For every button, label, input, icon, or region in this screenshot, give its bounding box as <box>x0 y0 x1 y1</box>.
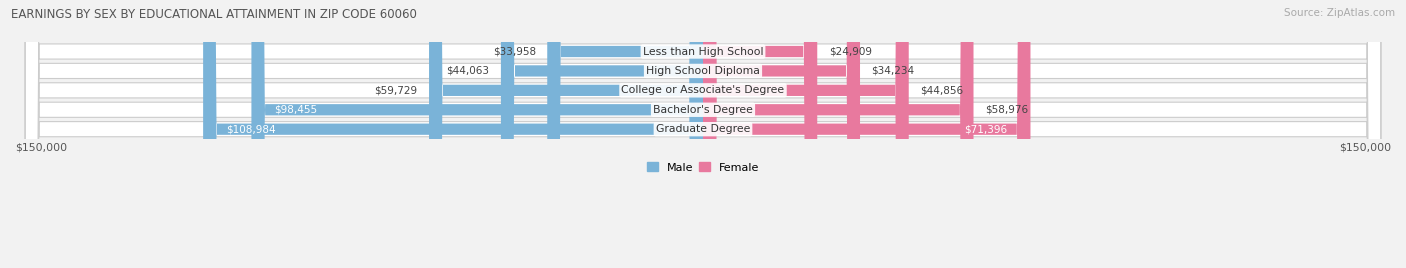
Text: Source: ZipAtlas.com: Source: ZipAtlas.com <box>1284 8 1395 18</box>
Text: $34,234: $34,234 <box>872 66 915 76</box>
Text: $24,909: $24,909 <box>828 47 872 57</box>
Text: High School Diploma: High School Diploma <box>647 66 759 76</box>
FancyBboxPatch shape <box>25 0 1381 268</box>
Text: $58,976: $58,976 <box>986 105 1028 115</box>
Text: $108,984: $108,984 <box>226 124 276 134</box>
FancyBboxPatch shape <box>252 0 703 268</box>
FancyBboxPatch shape <box>703 0 817 268</box>
FancyBboxPatch shape <box>547 0 703 268</box>
Text: EARNINGS BY SEX BY EDUCATIONAL ATTAINMENT IN ZIP CODE 60060: EARNINGS BY SEX BY EDUCATIONAL ATTAINMEN… <box>11 8 418 21</box>
FancyBboxPatch shape <box>501 0 703 268</box>
FancyBboxPatch shape <box>25 0 1381 268</box>
Text: $44,063: $44,063 <box>447 66 489 76</box>
FancyBboxPatch shape <box>703 0 973 268</box>
FancyBboxPatch shape <box>703 0 1031 268</box>
Text: $71,396: $71,396 <box>965 124 1008 134</box>
Text: $59,729: $59,729 <box>374 85 418 95</box>
Text: Less than High School: Less than High School <box>643 47 763 57</box>
Text: $150,000: $150,000 <box>15 142 67 152</box>
FancyBboxPatch shape <box>703 0 860 268</box>
Text: $33,958: $33,958 <box>492 47 536 57</box>
FancyBboxPatch shape <box>25 0 1381 268</box>
FancyBboxPatch shape <box>429 0 703 268</box>
Text: Graduate Degree: Graduate Degree <box>655 124 751 134</box>
FancyBboxPatch shape <box>25 0 1381 268</box>
Text: College or Associate's Degree: College or Associate's Degree <box>621 85 785 95</box>
Text: $150,000: $150,000 <box>1339 142 1391 152</box>
FancyBboxPatch shape <box>703 0 908 268</box>
FancyBboxPatch shape <box>25 0 1381 268</box>
Text: $98,455: $98,455 <box>274 105 318 115</box>
Text: Bachelor's Degree: Bachelor's Degree <box>652 105 754 115</box>
Text: $44,856: $44,856 <box>920 85 963 95</box>
FancyBboxPatch shape <box>202 0 703 268</box>
Legend: Male, Female: Male, Female <box>643 158 763 177</box>
